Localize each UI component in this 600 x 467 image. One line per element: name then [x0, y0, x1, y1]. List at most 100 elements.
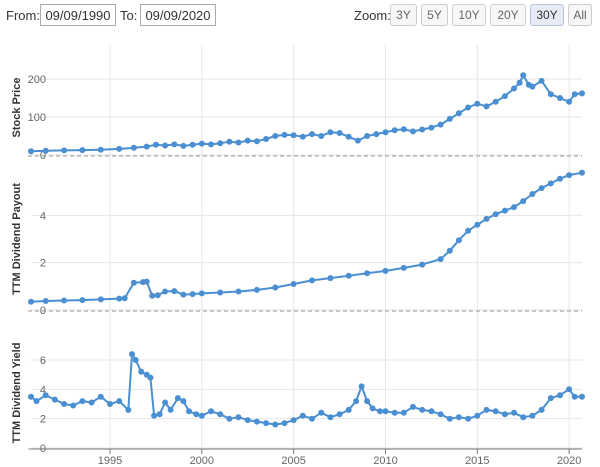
- from-date-input[interactable]: [40, 4, 116, 26]
- data-point: [244, 417, 251, 424]
- data-point: [51, 396, 58, 403]
- data-point: [492, 98, 499, 105]
- data-point: [382, 129, 389, 136]
- data-point: [189, 141, 196, 148]
- zoom-all-button[interactable]: All: [568, 4, 592, 26]
- data-point: [156, 411, 163, 418]
- data-point: [511, 409, 517, 416]
- data-point: [235, 414, 242, 421]
- data-point: [42, 392, 49, 399]
- data-point: [162, 142, 169, 149]
- data-point: [465, 104, 472, 111]
- data-point: [529, 412, 536, 419]
- data-point: [364, 133, 371, 139]
- data-point: [281, 420, 288, 427]
- data-point: [162, 288, 169, 295]
- data-point: [354, 137, 361, 144]
- data-point: [474, 100, 481, 107]
- data-point: [171, 288, 178, 295]
- data-point: [446, 415, 453, 422]
- to-date-input[interactable]: [140, 4, 216, 26]
- data-point: [501, 411, 508, 418]
- data-point: [263, 136, 270, 142]
- data-point: [391, 127, 398, 134]
- data-point: [28, 148, 34, 155]
- data-point: [309, 277, 315, 284]
- data-point: [547, 91, 554, 98]
- data-point: [235, 139, 242, 146]
- data-point: [217, 289, 224, 296]
- data-point: [557, 95, 563, 101]
- data-point: [520, 198, 527, 205]
- data-point: [217, 140, 224, 147]
- data-point: [244, 137, 251, 144]
- data-point: [566, 386, 573, 393]
- data-point: [474, 412, 481, 419]
- zoom-30y-button[interactable]: 30Y: [530, 4, 564, 26]
- zoom-10y-button[interactable]: 10Y: [452, 4, 486, 26]
- y-axis-title: Stock Price: [11, 78, 23, 138]
- data-point: [79, 297, 86, 304]
- y-tick-label: 2: [40, 258, 46, 270]
- y-axis-title: TTM Dividend Payout: [11, 183, 23, 295]
- data-point: [455, 110, 462, 117]
- x-tick-label: 2015: [465, 455, 489, 467]
- series-line: [30, 74, 583, 153]
- data-point: [151, 412, 158, 419]
- data-point: [263, 420, 270, 427]
- data-point: [217, 411, 224, 418]
- data-point: [455, 237, 462, 244]
- data-point: [272, 421, 279, 428]
- data-point: [391, 409, 398, 416]
- data-point: [61, 401, 68, 407]
- data-point: [400, 409, 407, 416]
- data-point: [147, 374, 154, 381]
- data-point: [400, 264, 407, 271]
- data-point: [208, 141, 214, 148]
- data-point: [253, 138, 260, 145]
- data-point: [547, 180, 554, 187]
- y-tick-label: 2: [40, 414, 46, 426]
- x-tick-label: 2005: [281, 455, 305, 467]
- data-point: [193, 411, 200, 418]
- data-point: [345, 272, 352, 279]
- data-point: [465, 415, 472, 422]
- data-point: [61, 297, 68, 304]
- data-point: [309, 131, 315, 138]
- data-point: [130, 279, 137, 286]
- x-tick-label: 2020: [557, 455, 581, 467]
- zoom-5y-button[interactable]: 5Y: [421, 4, 448, 26]
- y-tick-label: 200: [28, 74, 46, 86]
- data-point: [446, 115, 453, 122]
- data-point: [318, 409, 325, 416]
- series-line: [30, 171, 583, 303]
- data-point: [186, 408, 192, 415]
- data-point: [290, 417, 297, 424]
- zoom-20y-button[interactable]: 20Y: [490, 4, 526, 26]
- data-point: [428, 408, 435, 415]
- data-point: [116, 295, 123, 302]
- data-point: [369, 405, 376, 412]
- data-point: [483, 103, 490, 110]
- data-point: [130, 144, 137, 151]
- data-point: [143, 278, 150, 285]
- data-point: [474, 221, 481, 228]
- data-point: [154, 292, 161, 299]
- data-point: [353, 398, 360, 405]
- data-point: [382, 408, 389, 415]
- data-point: [538, 77, 545, 84]
- data-point: [516, 79, 523, 86]
- data-point: [152, 141, 159, 148]
- data-point: [455, 414, 462, 421]
- data-point: [529, 83, 536, 90]
- data-point: [107, 401, 113, 407]
- data-point: [520, 414, 527, 421]
- zoom-3y-button[interactable]: 3Y: [390, 4, 417, 26]
- data-point: [428, 124, 435, 131]
- data-point: [483, 215, 490, 222]
- data-point: [174, 395, 181, 402]
- data-point: [336, 130, 343, 136]
- data-point: [557, 392, 563, 399]
- data-point: [364, 398, 371, 405]
- data-point: [566, 172, 573, 179]
